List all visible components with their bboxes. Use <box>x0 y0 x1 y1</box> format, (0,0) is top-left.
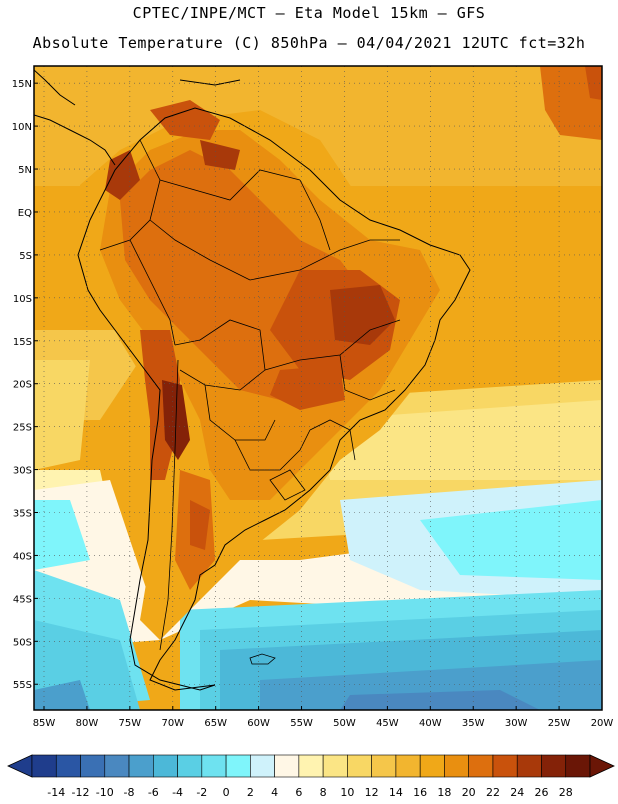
colorbar-label: 28 <box>559 786 573 799</box>
colorbar-swatch <box>347 754 372 778</box>
colorbar-swatch <box>419 754 445 778</box>
lat-tick-label: 45S <box>13 594 32 605</box>
colorbar-label: 20 <box>462 786 476 799</box>
colorbar-label: -2 <box>196 786 207 799</box>
colorbar-swatch <box>274 754 300 778</box>
colorbar-label: 18 <box>437 786 451 799</box>
colorbar-swatch <box>31 754 57 778</box>
colorbar-label: 6 <box>295 786 302 799</box>
lon-tick-label: 60W <box>247 718 270 729</box>
lon-tick-label: 55W <box>290 718 313 729</box>
colorbar-label: 4 <box>271 786 278 799</box>
colorbar-label: 22 <box>486 786 500 799</box>
colorbar-max-arrow <box>589 754 615 778</box>
colorbar-swatch <box>104 754 130 778</box>
colorbar-label: -4 <box>172 786 183 799</box>
colorbar-swatch <box>55 754 81 778</box>
colorbar-swatch <box>177 754 203 778</box>
colorbar-label: -6 <box>148 786 159 799</box>
lon-tick-label: 85W <box>33 718 56 729</box>
colorbar-swatch <box>492 754 518 778</box>
lon-tick-label: 70W <box>161 718 184 729</box>
lat-tick-label: 5S <box>19 251 32 262</box>
colorbar-swatch <box>541 754 567 778</box>
lat-tick-label: 55S <box>13 680 32 691</box>
colorbar-swatch <box>322 754 348 778</box>
lat-tick-label: 15S <box>13 337 32 348</box>
lon-tick-label: 20W <box>591 718 614 729</box>
colorbar-label: 10 <box>340 786 354 799</box>
colorbar-swatch <box>128 754 154 778</box>
lat-tick-label: 35S <box>13 509 32 520</box>
colorbar-label: -10 <box>96 786 114 799</box>
lon-tick-label: 65W <box>204 718 227 729</box>
colorbar-swatch <box>225 754 251 778</box>
lat-tick-label: 30S <box>13 466 32 477</box>
lat-tick-label: 40S <box>13 551 32 562</box>
lon-tick-label: 80W <box>76 718 99 729</box>
lat-tick-label: EQ <box>18 208 32 219</box>
colorbar-swatch <box>468 754 494 778</box>
lon-tick-label: 75W <box>119 718 142 729</box>
lon-tick-label: 50W <box>333 718 356 729</box>
lat-tick-label: 50S <box>13 637 32 648</box>
colorbar-label: 2 <box>247 786 254 799</box>
colorbar-swatch <box>201 754 227 778</box>
colorbar-label: -8 <box>124 786 135 799</box>
colorbar-label: 14 <box>389 786 403 799</box>
colorbar-swatch <box>80 754 106 778</box>
colorbar-label: 16 <box>413 786 427 799</box>
temperature-field <box>34 66 602 710</box>
lat-tick-label: 20S <box>13 380 32 391</box>
lat-tick-label: 10N <box>12 122 32 133</box>
colorbar-swatch <box>395 754 421 778</box>
lat-tick-label: 5N <box>18 165 32 176</box>
colorbar-label: 26 <box>534 786 548 799</box>
lon-tick-label: 30W <box>505 718 528 729</box>
lat-tick-label: 15N <box>12 79 32 90</box>
lon-tick-label: 45W <box>376 718 399 729</box>
colorbar-swatch <box>250 754 275 778</box>
colorbar-swatch <box>516 754 542 778</box>
colorbar-label: 0 <box>223 786 230 799</box>
colorbar-swatch <box>298 754 324 778</box>
colorbar-label: 8 <box>320 786 327 799</box>
lat-tick-label: 25S <box>13 423 32 434</box>
colorbar-swatch <box>565 754 591 778</box>
colorbar-label: 12 <box>365 786 379 799</box>
map-title-line2: Absolute Temperature (C) 850hPa – 04/04/… <box>32 34 586 52</box>
colorbar-label: -12 <box>72 786 90 799</box>
lat-tick-label: 10S <box>13 294 32 305</box>
map-title-line1: CPTEC/INPE/MCT – Eta Model 15km – GFS <box>132 4 486 22</box>
colorbar-swatch <box>153 754 178 778</box>
colorbar-swatch <box>444 754 469 778</box>
colorbar-min-arrow <box>7 754 33 778</box>
colorbar-label: -14 <box>47 786 65 799</box>
colorbar-swatch <box>371 754 397 778</box>
lon-tick-label: 35W <box>462 718 485 729</box>
colorbar-label: 24 <box>510 786 524 799</box>
lon-tick-label: 40W <box>419 718 442 729</box>
map-frame <box>33 65 603 711</box>
lon-tick-label: 25W <box>548 718 571 729</box>
